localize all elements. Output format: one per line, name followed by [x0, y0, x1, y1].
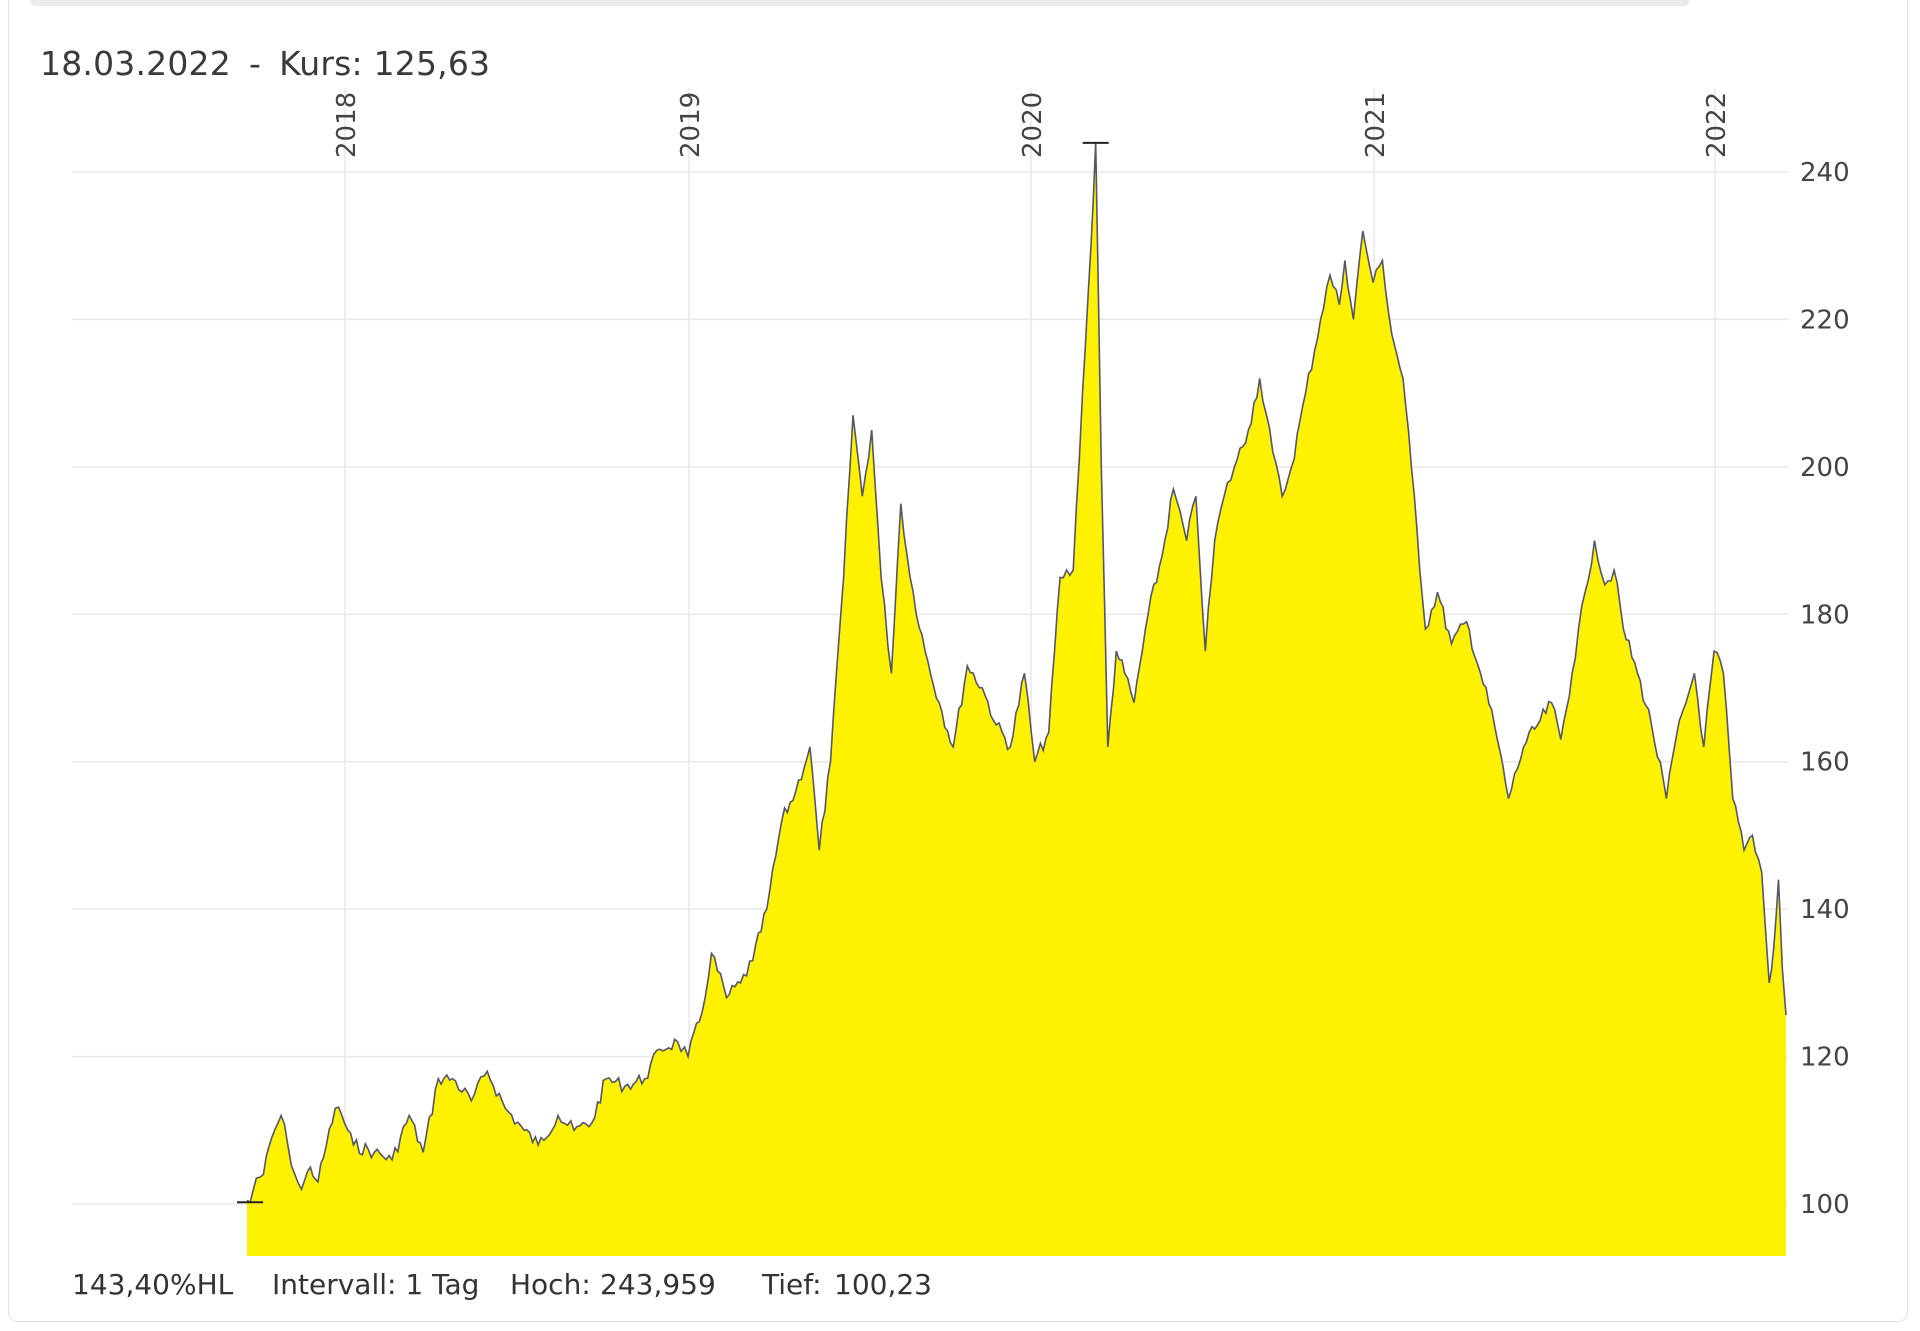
high-label: Hoch:	[510, 1268, 591, 1301]
y-tick-label-180: 180	[1800, 600, 1850, 630]
header-separator: -	[248, 44, 262, 83]
y-tick-label-140: 140	[1800, 895, 1850, 925]
interval-label[interactable]: Intervall: 1 Tag	[272, 1268, 480, 1301]
y-axis-labels: 100 120 140 160 180 200 220 240	[1800, 158, 1850, 1220]
low-value: 100,23	[834, 1268, 932, 1301]
price-value: 125,63	[373, 44, 491, 83]
x-tick-label-2022: 2022	[1702, 92, 1732, 158]
x-tick-label-2020: 2020	[1018, 92, 1048, 158]
x-tick-label-2018: 2018	[332, 92, 362, 158]
y-tick-label-200: 200	[1800, 453, 1850, 483]
date-label: 18.03.2022	[40, 44, 231, 83]
chart-panel	[8, 0, 1908, 1322]
high-value: 243,959	[600, 1268, 716, 1301]
panel-top-edge	[30, 0, 1690, 6]
price-area	[247, 142, 1786, 1256]
chart-footer: 143,40%HL Intervall: 1 Tag Hoch: 243,959…	[0, 1268, 1920, 1308]
low-label: Tief:	[762, 1268, 822, 1301]
y-tick-label-100: 100	[1800, 1190, 1850, 1220]
y-tick-label-220: 220	[1800, 305, 1850, 335]
y-tick-label-120: 120	[1800, 1043, 1850, 1073]
high-low-markers	[237, 141, 1109, 1204]
x-tick-label-2019: 2019	[676, 92, 706, 158]
change-percent: 143,40%HL	[72, 1268, 234, 1301]
y-tick-label-240: 240	[1800, 158, 1850, 188]
x-tick-label-2021: 2021	[1361, 92, 1391, 158]
x-axis-labels: 2018 2019 2020 2021 2022	[332, 92, 1732, 158]
price-label: Kurs:	[279, 44, 363, 83]
price-line	[246, 142, 1787, 1204]
y-tick-label-160: 160	[1800, 748, 1850, 778]
chart-header: 18.03.2022- Kurs: 125,63	[40, 44, 490, 83]
